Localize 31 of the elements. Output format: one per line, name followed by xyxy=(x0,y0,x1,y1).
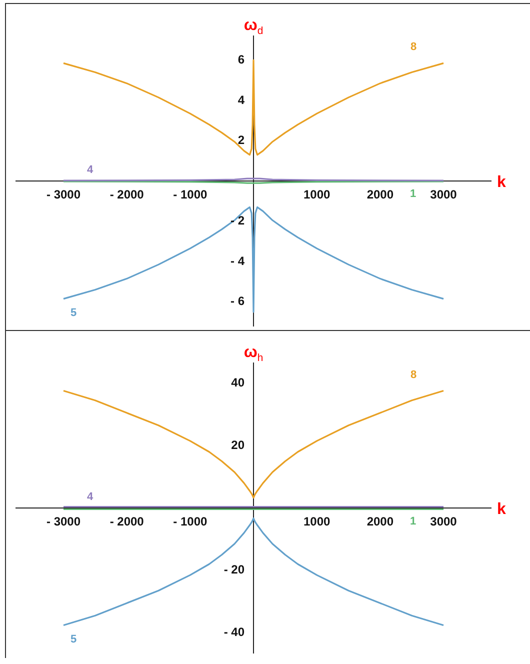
x-tick-label: - 2000 xyxy=(110,188,144,202)
x-axis-title: k xyxy=(497,501,506,518)
x-axis-title: k xyxy=(497,174,506,191)
y-tick-label: - 40 xyxy=(224,625,245,640)
y-tick-label: - 20 xyxy=(224,562,245,577)
series-label: 4 xyxy=(87,164,94,176)
y-tick-label: - 6 xyxy=(230,294,245,308)
y-tick-label: 4 xyxy=(238,92,245,107)
series-label: 1 xyxy=(410,188,416,200)
x-tick-label: - 1000 xyxy=(173,188,208,202)
y-tick-label: 2 xyxy=(238,133,245,148)
x-tick-label: 1000 xyxy=(303,188,331,202)
series-label: 8 xyxy=(410,368,417,381)
x-tick-label: 1000 xyxy=(303,514,331,529)
series-label: 8 xyxy=(410,41,417,54)
series-label: 4 xyxy=(87,490,94,503)
x-tick-label: - 3000 xyxy=(46,514,81,529)
series-label: 5 xyxy=(70,633,77,646)
y-tick-label: 40 xyxy=(231,376,245,390)
x-tick-label: - 2000 xyxy=(110,514,144,529)
x-tick-label: - 1000 xyxy=(173,514,208,529)
series-label: 5 xyxy=(70,306,77,319)
x-tick-label: - 3000 xyxy=(46,188,81,202)
y-tick-label: 6 xyxy=(238,52,245,66)
y-tick-label: 20 xyxy=(231,438,245,452)
x-tick-label: 3000 xyxy=(430,188,458,202)
x-tick-label: 3000 xyxy=(430,514,458,529)
y-tick-label: - 4 xyxy=(230,254,245,268)
series-label: 1 xyxy=(410,515,416,528)
x-tick-label: 2000 xyxy=(366,514,394,529)
x-tick-label: 2000 xyxy=(366,188,394,202)
